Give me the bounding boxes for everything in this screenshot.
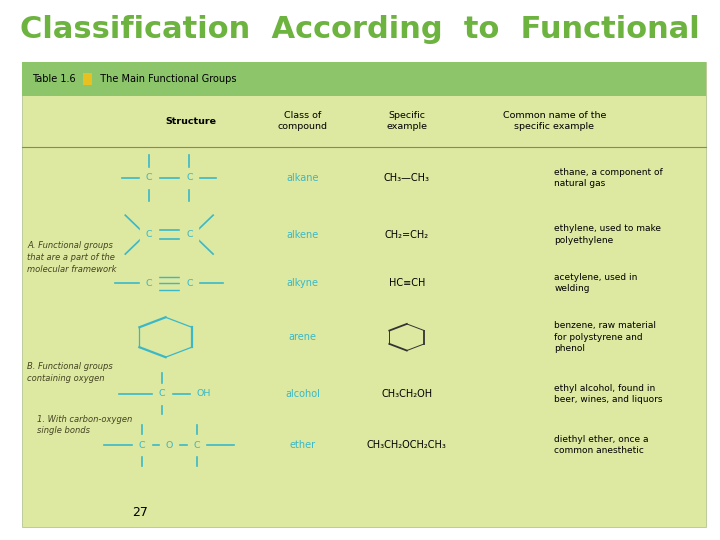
Text: Common name of the
specific example: Common name of the specific example (503, 111, 606, 131)
Text: 1. With carbon-oxygen
single bonds: 1. With carbon-oxygen single bonds (37, 415, 132, 435)
Text: C: C (186, 230, 193, 239)
Text: alkane: alkane (286, 173, 319, 183)
Text: acetylene, used in
welding: acetylene, used in welding (554, 273, 638, 293)
Text: Specific
example: Specific example (387, 111, 427, 131)
Text: ethylene, used to make
polyethylene: ethylene, used to make polyethylene (554, 225, 662, 245)
Text: A. Functional groups
that are a part of the
molecular framework: A. Functional groups that are a part of … (27, 241, 117, 274)
Text: alkene: alkene (287, 230, 318, 240)
Bar (83, 73, 92, 85)
Text: ethane, a component of
natural gas: ethane, a component of natural gas (554, 168, 663, 188)
Text: diethyl ether, once a
common anesthetic: diethyl ether, once a common anesthetic (554, 435, 649, 455)
Text: HC≡CH: HC≡CH (389, 278, 425, 288)
FancyBboxPatch shape (22, 62, 706, 526)
Text: ethyl alcohol, found in
beer, wines, and liquors: ethyl alcohol, found in beer, wines, and… (554, 384, 663, 404)
Text: C: C (138, 441, 145, 450)
Text: O: O (166, 441, 173, 450)
Text: Structure: Structure (166, 117, 216, 126)
Text: Class of
compound: Class of compound (277, 111, 328, 131)
Text: CH₂=CH₂: CH₂=CH₂ (384, 230, 429, 240)
Text: alcohol: alcohol (285, 389, 320, 399)
Text: CH₃CH₂OCH₂CH₃: CH₃CH₂OCH₂CH₃ (367, 440, 446, 450)
FancyBboxPatch shape (22, 62, 706, 96)
Text: Classification  According  to  Functional: Classification According to Functional (20, 15, 700, 44)
Text: C: C (186, 173, 193, 183)
Text: C: C (193, 441, 200, 450)
Text: Table 1.6: Table 1.6 (32, 74, 76, 84)
Text: C: C (186, 279, 193, 288)
Text: C: C (145, 279, 153, 288)
Text: 27: 27 (132, 507, 148, 519)
Text: OH: OH (197, 389, 211, 399)
Text: arene: arene (289, 332, 316, 342)
Text: The Main Functional Groups: The Main Functional Groups (94, 74, 237, 84)
Text: B. Functional groups
containing oxygen: B. Functional groups containing oxygen (27, 362, 113, 383)
Text: benzene, raw material
for polystyrene and
phenol: benzene, raw material for polystyrene an… (554, 321, 657, 353)
Text: alkyne: alkyne (287, 278, 318, 288)
Text: C: C (145, 230, 153, 239)
Text: CH₃—CH₃: CH₃—CH₃ (384, 173, 430, 183)
Text: ether: ether (289, 440, 315, 450)
Text: C: C (145, 173, 153, 183)
Text: CH₃CH₂OH: CH₃CH₂OH (381, 389, 433, 399)
Text: C: C (158, 389, 166, 399)
